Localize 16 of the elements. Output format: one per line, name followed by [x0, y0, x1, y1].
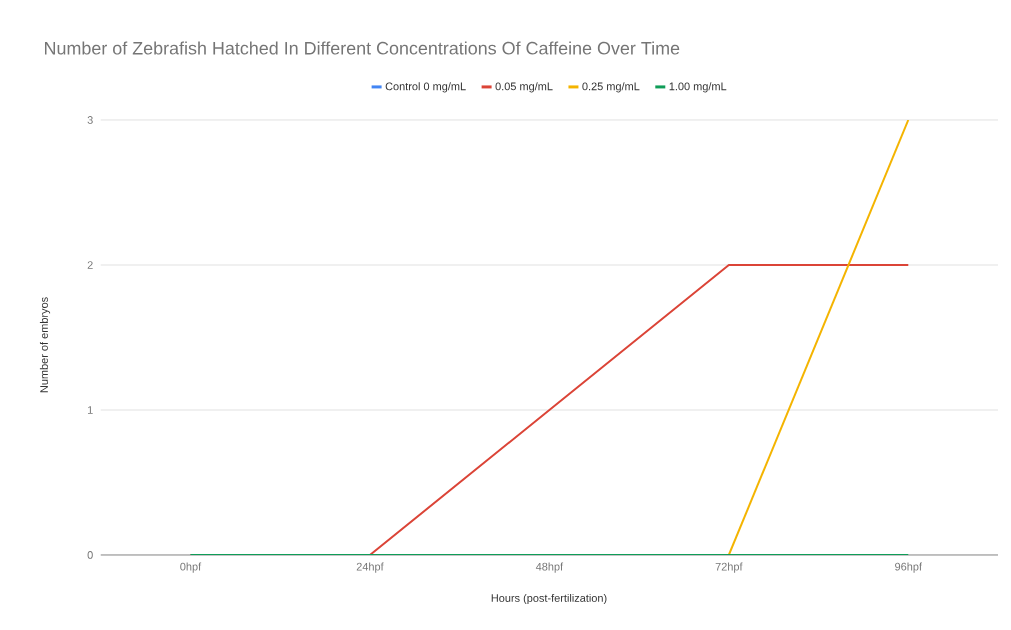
x-tick-label: 48hpf: [535, 562, 564, 573]
legend-label: 0.05 mg/mL: [495, 82, 553, 93]
x-tick-label: 0hpf: [180, 562, 202, 573]
y-tick-label: 0: [87, 551, 93, 559]
x-tick-label: 96hpf: [895, 562, 923, 573]
y-tick-label: 1: [87, 406, 93, 414]
x-axis-title: Hours (post-fertilization): [491, 593, 607, 605]
legend-label: 1.00 mg/mL: [669, 82, 727, 93]
chart-title: Number of Zebrafish Hatched In Different Concentrations Of Caffeine Over Time: [45, 41, 680, 55]
y-tick-label: 3: [87, 116, 93, 124]
x-tick-label: 24hpf: [356, 562, 384, 573]
legend-label: 0.25 mg/mL: [582, 82, 640, 93]
y-tick-label: 2: [87, 261, 93, 269]
y-axis-title: Number of embryos: [39, 297, 51, 393]
legend-label: Control 0 mg/mL: [385, 82, 466, 93]
x-tick-label: 72hpf: [715, 562, 743, 573]
